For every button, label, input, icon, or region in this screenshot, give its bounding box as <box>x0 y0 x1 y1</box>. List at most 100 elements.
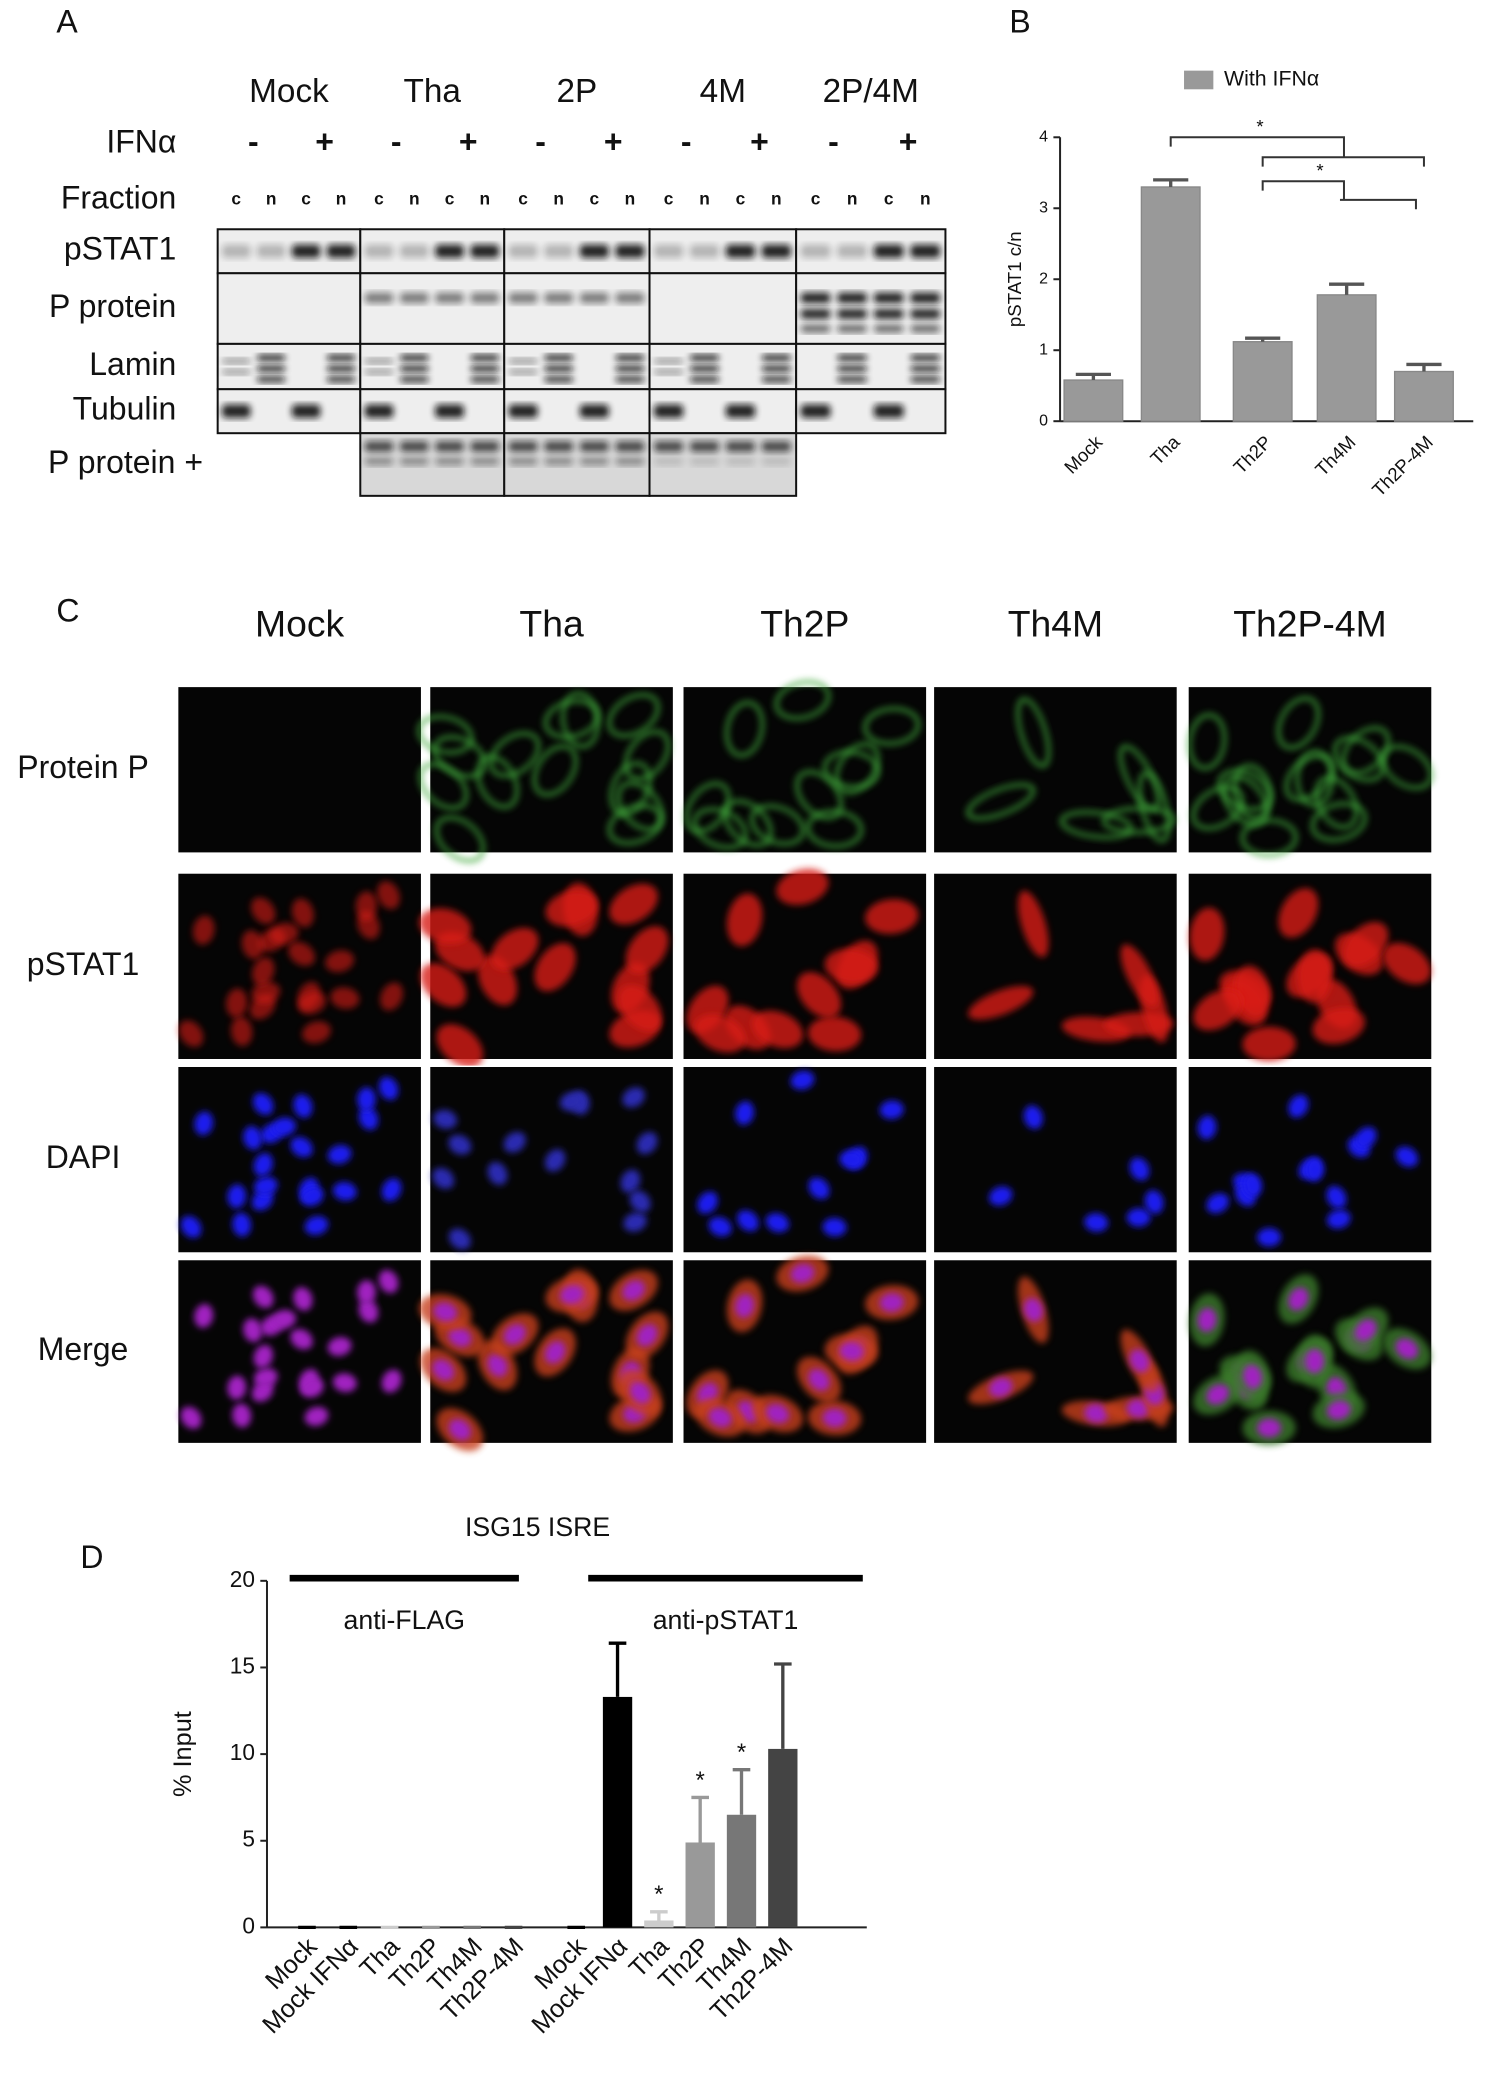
row-label: pSTAT1 <box>64 231 177 267</box>
cell <box>609 883 658 925</box>
fraction-letter: n <box>625 189 636 209</box>
band <box>910 292 941 304</box>
cell <box>618 984 662 1032</box>
cell <box>436 1024 484 1068</box>
fraction-letter: n <box>480 189 491 209</box>
band <box>435 457 464 466</box>
cell <box>749 804 806 846</box>
treatment-level: - <box>828 123 839 159</box>
row-label: Tubulin <box>73 391 177 427</box>
band <box>435 244 464 258</box>
cell <box>822 750 880 789</box>
fraction-letter: c <box>231 189 241 209</box>
cell <box>194 1304 214 1328</box>
cell <box>300 1186 324 1207</box>
band <box>800 324 831 333</box>
cell <box>989 1186 1013 1206</box>
band <box>653 441 684 452</box>
cell <box>302 1021 331 1044</box>
cell <box>636 1324 658 1347</box>
band <box>435 441 464 452</box>
cell <box>1191 785 1245 831</box>
cell <box>1395 1146 1419 1167</box>
band <box>364 404 394 418</box>
column-label: Th2P <box>760 602 849 644</box>
cell <box>794 769 844 820</box>
fraction-letter: n <box>920 189 931 209</box>
cell <box>620 1169 641 1193</box>
band <box>399 354 429 362</box>
band <box>653 404 684 418</box>
band <box>221 369 251 375</box>
cell <box>1234 965 1271 1019</box>
cell <box>1243 1173 1263 1198</box>
cell <box>381 1178 402 1202</box>
cell <box>418 908 472 945</box>
cell <box>448 1326 472 1347</box>
band <box>689 244 720 258</box>
cell <box>1305 1157 1325 1182</box>
cell <box>1017 890 1049 958</box>
error-bar <box>1153 178 1189 187</box>
cells <box>418 1269 669 1452</box>
band <box>653 244 684 258</box>
cell <box>1326 1185 1347 1209</box>
band <box>873 404 904 418</box>
band <box>615 365 645 372</box>
cell <box>1297 949 1333 1003</box>
cell <box>623 1212 647 1232</box>
chart-title: ISG15 ISRE <box>465 1512 610 1542</box>
panel-label: A <box>56 3 78 39</box>
cell <box>253 1176 278 1196</box>
cell <box>433 1109 458 1129</box>
cell <box>180 1215 202 1238</box>
cell <box>824 948 878 984</box>
fraction-letter: n <box>553 189 564 209</box>
cell <box>765 1212 790 1233</box>
cell <box>796 972 842 1018</box>
band <box>326 365 356 372</box>
cell <box>790 1070 815 1090</box>
cell <box>297 991 327 1015</box>
band <box>326 244 356 258</box>
band <box>470 244 500 258</box>
cell <box>230 1016 253 1046</box>
cell <box>433 1302 458 1322</box>
cell <box>805 809 864 849</box>
band <box>364 441 394 452</box>
cell <box>1305 1349 1325 1374</box>
cell <box>623 729 671 781</box>
band <box>800 404 831 418</box>
band <box>761 365 792 372</box>
cell <box>636 1132 658 1155</box>
cell <box>241 930 264 960</box>
band <box>800 244 831 258</box>
error-bar <box>1406 362 1442 372</box>
cell <box>543 699 600 740</box>
cells <box>968 890 1174 1043</box>
band <box>544 244 574 258</box>
cell <box>545 890 598 927</box>
cell <box>253 1367 278 1387</box>
cell <box>432 1359 455 1381</box>
cell <box>1197 1115 1217 1140</box>
band <box>256 365 286 372</box>
cell <box>735 1101 755 1125</box>
cell <box>330 987 360 1009</box>
error-bar <box>691 1795 709 1843</box>
band <box>221 358 251 364</box>
cell <box>432 1167 455 1189</box>
cell <box>1222 775 1269 827</box>
cell <box>252 957 275 986</box>
cell <box>1232 763 1273 821</box>
cell <box>420 963 467 1007</box>
significance-mark: * <box>1316 160 1323 181</box>
fraction-letter: c <box>736 189 746 209</box>
error-bar <box>1245 336 1281 342</box>
band <box>291 244 321 258</box>
cell <box>251 981 281 1004</box>
cells <box>416 691 671 863</box>
band <box>399 244 429 258</box>
cell <box>1243 1364 1263 1389</box>
band <box>615 375 645 383</box>
